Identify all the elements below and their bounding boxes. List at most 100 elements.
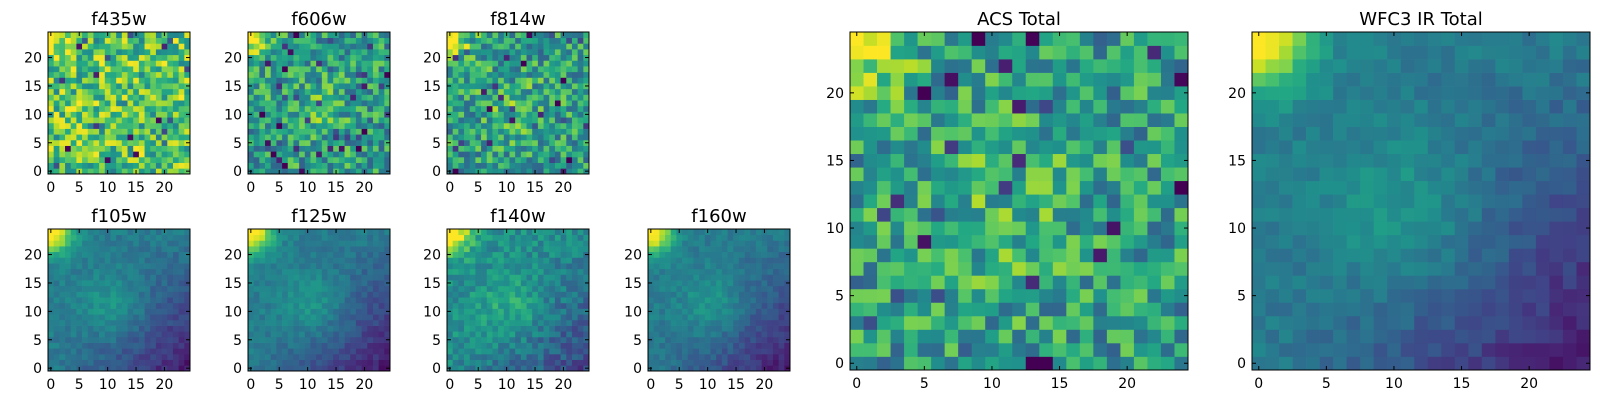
heatmap-cell xyxy=(316,365,323,372)
heatmap-cell xyxy=(767,234,774,241)
heatmap-cell xyxy=(704,285,711,292)
heatmap-cell xyxy=(367,117,374,124)
heatmap-cell xyxy=(127,263,134,270)
heatmap-cell xyxy=(184,257,191,264)
heatmap-cell xyxy=(121,94,128,101)
heatmap-cell xyxy=(350,365,357,372)
heatmap-cell xyxy=(1079,275,1094,290)
heatmap-cell xyxy=(93,134,100,141)
heatmap-cell xyxy=(537,111,544,118)
heatmap-cell xyxy=(270,66,277,73)
heatmap-cell xyxy=(738,234,745,241)
heatmap-cell xyxy=(121,251,128,258)
heatmap-cell xyxy=(481,308,488,315)
heatmap-cell xyxy=(133,88,140,95)
heatmap-cell xyxy=(515,268,522,275)
heatmap-cell xyxy=(1160,302,1175,317)
heatmap-cell xyxy=(327,240,334,247)
heatmap-cell xyxy=(475,71,482,78)
heatmap-cell xyxy=(253,100,260,107)
heatmap-cell xyxy=(282,105,289,112)
axis-frame xyxy=(47,31,191,175)
heatmap-cell xyxy=(144,229,151,236)
heatmap-cell xyxy=(270,43,277,50)
heatmap-cell xyxy=(76,263,83,270)
heatmap-cell xyxy=(1106,261,1121,276)
heatmap-cell xyxy=(554,168,561,175)
heatmap-cell xyxy=(710,240,717,247)
heatmap-cell xyxy=(344,268,351,275)
heatmap-cell xyxy=(571,229,578,236)
heatmap-cell xyxy=(469,77,476,84)
heatmap-cell xyxy=(784,319,791,326)
heatmap-cell xyxy=(355,263,362,270)
heatmap-cell xyxy=(549,111,556,118)
heatmap-cell xyxy=(87,49,94,56)
heatmap-cell xyxy=(492,32,499,39)
heatmap-cell xyxy=(1133,356,1148,371)
heatmap-cell xyxy=(293,162,300,169)
heatmap-cell xyxy=(65,229,72,236)
heatmap-cell xyxy=(543,314,550,321)
y-tick-label: 5 xyxy=(233,333,242,349)
heatmap-cell xyxy=(543,37,550,44)
heatmap-cell xyxy=(653,234,660,241)
heatmap-cell xyxy=(458,229,465,236)
heatmap-cell xyxy=(361,348,368,355)
heatmap-cell xyxy=(469,32,476,39)
heatmap-cell xyxy=(486,43,493,50)
heatmap-cell xyxy=(515,77,522,84)
heatmap-cell xyxy=(560,122,567,129)
heatmap-cell xyxy=(682,336,689,343)
heatmap-cell xyxy=(178,100,185,107)
heatmap-cell xyxy=(276,134,283,141)
heatmap-cell xyxy=(958,207,973,222)
heatmap-cell xyxy=(772,280,779,287)
heatmap-cell xyxy=(93,88,100,95)
heatmap-cell xyxy=(155,54,162,61)
heatmap-cell xyxy=(486,342,493,349)
heatmap-cell xyxy=(127,297,134,304)
heatmap-cell xyxy=(475,251,482,258)
heatmap-cell xyxy=(48,297,55,304)
heatmap-cell xyxy=(676,268,683,275)
heatmap-cell xyxy=(560,100,567,107)
heatmap-cell xyxy=(150,54,157,61)
heatmap-cell xyxy=(70,353,77,360)
heatmap-cell xyxy=(583,88,590,95)
heatmap-cell xyxy=(492,342,499,349)
heatmap-cell xyxy=(110,122,117,129)
heatmap-cell xyxy=(65,280,72,287)
heatmap-cell xyxy=(755,302,762,309)
heatmap-cell xyxy=(93,105,100,112)
heatmap-cell xyxy=(447,285,454,292)
heatmap-cell xyxy=(355,105,362,112)
heatmap-cell xyxy=(367,134,374,141)
heatmap-cell xyxy=(70,291,77,298)
heatmap-cell xyxy=(59,145,66,152)
heatmap-cell xyxy=(99,117,106,124)
heatmap-cell xyxy=(53,268,60,275)
heatmap-cell xyxy=(648,240,655,247)
heatmap-cell xyxy=(293,88,300,95)
heatmap-cell xyxy=(509,151,516,158)
heatmap-cell xyxy=(571,60,578,67)
heatmap-cell xyxy=(526,60,533,67)
heatmap-cell xyxy=(304,234,311,241)
heatmap-cell xyxy=(321,302,328,309)
heatmap-cell xyxy=(543,336,550,343)
heatmap-cell xyxy=(355,151,362,158)
heatmap-cell xyxy=(110,60,117,67)
heatmap-cell xyxy=(333,122,340,129)
heatmap-cell xyxy=(486,240,493,247)
heatmap-cell xyxy=(333,336,340,343)
heatmap-cell xyxy=(665,274,672,281)
heatmap-cell xyxy=(304,291,311,298)
heatmap-cell xyxy=(958,342,973,357)
heatmap-cell xyxy=(372,365,379,372)
heatmap-cell xyxy=(282,32,289,39)
heatmap-cell xyxy=(1106,221,1121,236)
heatmap-cell xyxy=(53,336,60,343)
heatmap-cell xyxy=(259,32,266,39)
